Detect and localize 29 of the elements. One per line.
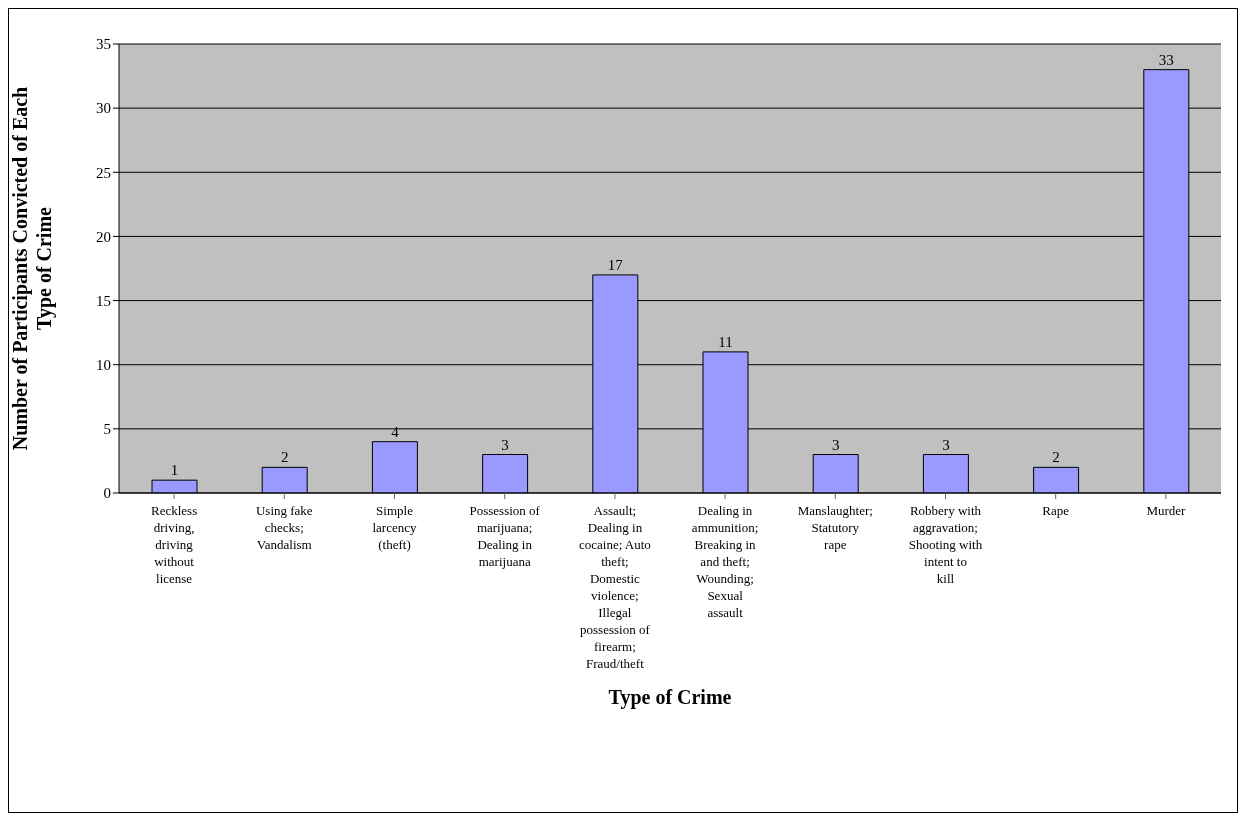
x-tick-label: Rape [1042,503,1070,518]
y-tick-label: 35 [96,36,111,53]
data-label: 33 [1158,51,1174,68]
x-tick-label: Using fake checks; Vandalism [255,503,313,552]
y-tick-label: 5 [103,421,111,438]
x-tick-label: Murder [1146,503,1187,518]
category-label: Assault; Dealing in cocaine; Auto theft; Domestic violence; Illegal possession of firearm; Fraud/theft [578,503,651,671]
data-label: 2 [280,449,289,466]
y-tick-label: 25 [96,164,111,181]
data-label: 3 [831,436,840,453]
x-tick-label: Simple larcency (theft) [372,503,418,552]
y-tick-label: 15 [96,292,111,309]
x-tick-label: Possession of marijuana; Dealing in marijuana [469,503,541,569]
x-axis-title: Type of Crime [608,686,732,709]
x-tick-label: Reckless driving, driving without license [150,503,198,586]
y-axis-title: Number of Participants Convicted of Each Type of Crime [9,86,56,451]
data-label: 2 [1052,449,1060,466]
y-tick-label: 30 [96,100,111,117]
data-label: 1 [170,462,179,479]
x-tick-label: Robbery with aggravation; Shooting with intent to kill [908,503,983,586]
data-label: 3 [501,436,509,453]
x-tick-label: Manslaughter; Statutory rape [797,503,873,552]
x-tick-label: Dealing in ammunition; Breaking in and theft; Wounding; Sexual assault [691,503,759,620]
y-tick-label: 0 [103,485,111,502]
y-tick-label: 10 [96,357,111,374]
data-label: 17 [607,256,624,273]
data-label: 11 [718,333,733,350]
y-tick-label: 20 [96,228,111,245]
data-label: 3 [942,436,950,453]
